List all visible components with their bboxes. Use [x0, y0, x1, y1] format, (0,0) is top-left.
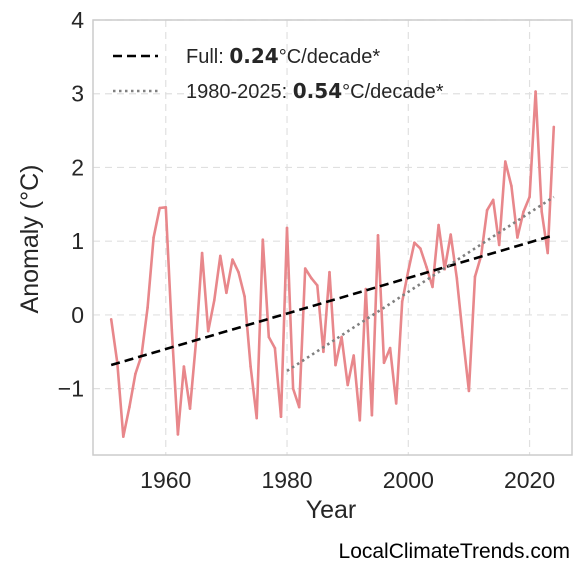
y-axis-label: Anomaly (°C) [16, 165, 44, 314]
data-point [225, 291, 228, 295]
data-point [534, 90, 537, 93]
legend-recent-value: 0.54 [293, 79, 342, 103]
data-point [388, 346, 392, 350]
data-point [467, 389, 471, 393]
data-point [134, 372, 137, 376]
legend-full-value: 0.24 [229, 44, 278, 68]
data-point [285, 226, 289, 230]
data-point [352, 354, 356, 357]
x-axis-label: Year [306, 496, 357, 524]
y-tick-label: 2 [71, 154, 84, 180]
data-point [419, 247, 422, 250]
y-tick-label: 3 [71, 81, 84, 107]
data-point [400, 300, 404, 303]
data-point [213, 298, 216, 302]
data-point [449, 233, 453, 236]
plot-frame [92, 19, 573, 456]
full-trend-line [110, 234, 555, 367]
y-tick-label: 0 [71, 302, 84, 328]
data-point [267, 335, 271, 339]
data-point [128, 405, 131, 409]
data-point [346, 383, 350, 387]
data-point [297, 405, 301, 409]
data-point [170, 328, 174, 332]
y-axis-ticks: −1 0 1 2 3 4 [58, 7, 84, 402]
data-point [279, 415, 283, 419]
data-point [431, 285, 434, 289]
data-point [546, 251, 549, 255]
legend-entry-recent: 1980-2025: 0.54°C/decade* [186, 79, 444, 103]
y-tick-label: 4 [71, 7, 84, 33]
data-point [316, 284, 319, 287]
x-tick-label: 1960 [140, 467, 191, 493]
recent-trend-line [286, 195, 555, 373]
x-tick-label: 1980 [261, 467, 312, 493]
data-point [243, 295, 246, 298]
y-tick-label: −1 [58, 376, 84, 402]
legend-recent-prefix: 1980-2025: [186, 81, 293, 103]
data-point [219, 254, 222, 258]
data-point [152, 236, 155, 239]
data-point [291, 387, 295, 390]
data-point [394, 402, 398, 405]
data-point [164, 206, 168, 209]
x-tick-label: 2020 [504, 467, 555, 493]
data-point [455, 276, 459, 280]
data-point [182, 365, 186, 368]
data-point [261, 238, 265, 241]
data-point [122, 435, 125, 438]
data-point [552, 125, 556, 129]
data-point [255, 416, 258, 420]
data-point [206, 329, 210, 333]
data-point [491, 198, 495, 202]
data-point [522, 210, 525, 213]
data-point [273, 346, 277, 350]
data-point [231, 258, 234, 261]
legend-full-suffix: °C/decade* [279, 46, 381, 68]
data-point [146, 306, 149, 309]
x-axis-ticks: 1960 1980 2000 2020 [140, 467, 555, 493]
data-point [516, 236, 519, 239]
data-point [328, 270, 331, 274]
data-point [425, 265, 428, 269]
data-point [376, 234, 380, 237]
data-point [497, 243, 501, 247]
data-point [528, 195, 531, 199]
data-point [485, 208, 489, 212]
legend-entry-full: Full: 0.24°C/decade* [186, 44, 380, 68]
data-point [407, 269, 410, 273]
data-point [382, 361, 386, 365]
legend-recent-suffix: °C/decade* [342, 81, 444, 103]
data-point [510, 184, 513, 188]
data-point [461, 335, 465, 339]
legend-full-prefix: Full: [186, 46, 229, 68]
y-tick-label: 1 [71, 228, 84, 254]
data-point [370, 413, 374, 417]
data-point [249, 365, 252, 368]
data-point [358, 419, 362, 422]
data-point [334, 363, 337, 367]
data-point [303, 267, 307, 270]
data-point [109, 318, 113, 321]
data-point [310, 276, 313, 280]
legend: Full: 0.24°C/decade* 1980-2025: 0.54°C/d… [113, 44, 444, 103]
data-point [413, 241, 416, 244]
data-point [504, 160, 507, 163]
x-tick-label: 2000 [383, 467, 434, 493]
data-point [340, 335, 343, 339]
watermark: LocalClimateTrends.com [339, 540, 570, 563]
data-point [437, 223, 440, 227]
data-point [158, 206, 161, 210]
data-point [237, 270, 240, 274]
data-point [200, 251, 204, 255]
data-point [188, 407, 192, 410]
data-point [473, 275, 477, 278]
anomaly-series-line [109, 90, 556, 438]
data-point [176, 433, 180, 436]
data-point [540, 210, 543, 213]
data-point [322, 350, 325, 354]
